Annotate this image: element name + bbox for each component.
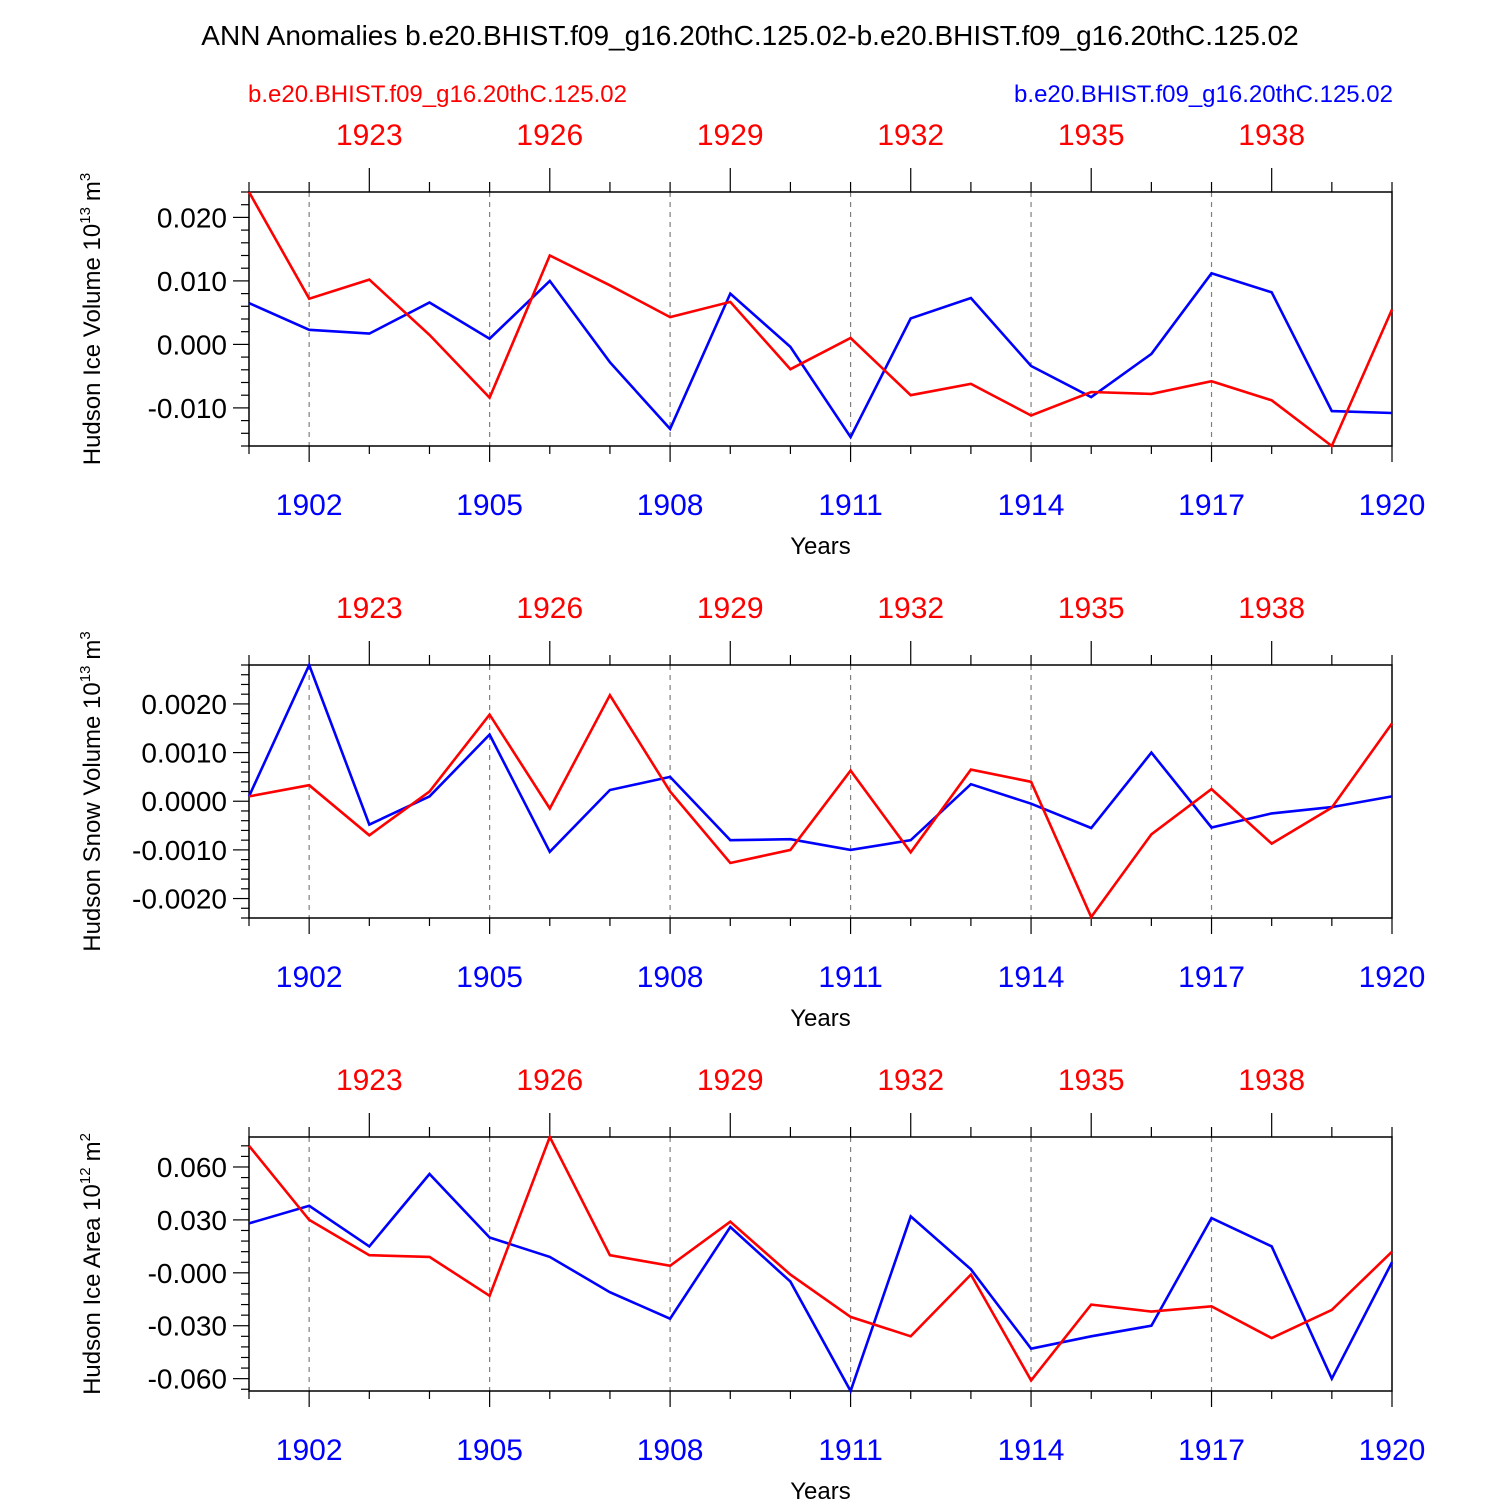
y-axis-label: Hudson Ice Area 1012 m2	[77, 1133, 106, 1395]
top-tick-label: 1923	[336, 1064, 403, 1097]
top-tick-label: 1926	[516, 1064, 583, 1097]
top-tick-label: 1929	[697, 1064, 764, 1097]
y-label-unit-tail-exp: 2	[77, 1133, 94, 1141]
y-label-unit-exp: 13	[77, 666, 94, 683]
x-tick-label: 1908	[637, 1434, 704, 1467]
top-tick-label: 1923	[336, 592, 403, 625]
y-label-unit-tail: m	[79, 1141, 106, 1161]
x-tick-label: 1920	[1359, 1434, 1426, 1467]
y-axis-label: Hudson Snow Volume 1013 m3	[77, 631, 106, 952]
y-tick-label: -0.0020	[132, 884, 227, 915]
x-tick-label: 1905	[456, 961, 523, 994]
y-label-name: Hudson Ice Area	[79, 1211, 106, 1395]
series-line-blue	[248, 271, 1393, 440]
series-line-blue	[248, 1172, 1394, 1395]
y-tick-label: 0.060	[157, 1152, 227, 1183]
x-tick-label: 1917	[1178, 961, 1245, 994]
legend-right-case: b.e20.BHIST.f09_g16.20thC.125.02	[1014, 81, 1393, 108]
series-line-red	[247, 1133, 1393, 1383]
legend-left-case: b.e20.BHIST.f09_g16.20thC.125.02	[248, 81, 627, 108]
panel-2: 1902 1905 1908 1911 1914 1917 1920 1923 1926 1929…	[77, 592, 1425, 1032]
top-tick-label: 1932	[877, 119, 944, 152]
x-tick-label: 1914	[998, 961, 1065, 994]
top-tick-label: 1938	[1238, 1064, 1305, 1097]
y-label-unit-base: 10	[79, 224, 106, 251]
y-label-unit-exp: 13	[77, 207, 94, 224]
top-tick-label: 1932	[877, 1064, 944, 1097]
x-tick-label: 1911	[818, 489, 883, 522]
top-tick-label: 1935	[1058, 1064, 1125, 1097]
y-tick-label: 0.030	[157, 1205, 227, 1236]
y-tick-label: 0.000	[157, 329, 227, 360]
x-axis-label: Years	[790, 533, 851, 560]
top-tick-label: 1938	[1238, 592, 1305, 625]
y-tick-label: -0.060	[148, 1364, 227, 1395]
x-tick-label: 1914	[998, 489, 1065, 522]
y-label-unit-base: 10	[79, 682, 106, 709]
x-tick-label: 1905	[456, 489, 523, 522]
top-tick-label: 1935	[1058, 592, 1125, 625]
top-tick-label: 1926	[516, 592, 583, 625]
x-tick-label: 1908	[637, 489, 704, 522]
x-tick-label: 1914	[998, 1434, 1065, 1467]
x-tick-label: 1920	[1359, 489, 1426, 522]
top-tick-label: 1935	[1058, 119, 1125, 152]
x-tick-label: 1902	[276, 1434, 343, 1467]
x-tick-label: 1920	[1359, 961, 1426, 994]
top-tick-label: 1932	[877, 592, 944, 625]
x-tick-label: 1905	[456, 1434, 523, 1467]
y-label-unit-tail: m	[79, 181, 106, 201]
x-tick-label: 1911	[818, 1434, 883, 1467]
x-axis-label: Years	[790, 1005, 851, 1032]
y-label-unit-tail: m	[79, 640, 106, 660]
x-tick-label: 1908	[637, 961, 704, 994]
y-label-unit-tail-exp: 3	[77, 631, 94, 639]
y-tick-label: -0.030	[148, 1311, 227, 1342]
y-tick-label: 0.020	[157, 202, 227, 233]
x-tick-label: 1902	[276, 489, 343, 522]
y-label-name: Hudson Ice Volume	[79, 250, 106, 465]
series-line-red	[248, 692, 1394, 920]
series-line-blue	[247, 661, 1393, 855]
top-tick-label: 1929	[697, 119, 764, 152]
y-tick-label: -0.0010	[132, 835, 227, 866]
y-label-unit-tail-exp: 3	[77, 173, 94, 181]
y-tick-label: 0.0010	[141, 738, 227, 769]
panel-3: 1902 1905 1908 1911 1914 1917 1920 1923 1926 1929…	[77, 1064, 1425, 1500]
top-tick-label: 1926	[516, 119, 583, 152]
x-tick-label: 1917	[1178, 489, 1245, 522]
y-label-name: Hudson Snow Volume	[79, 709, 106, 952]
y-tick-label: 0.0000	[141, 786, 227, 817]
y-tick-label: 0.010	[157, 266, 227, 297]
y-tick-label: -0.000	[148, 1258, 227, 1289]
y-tick-label: 0.0020	[141, 689, 227, 720]
top-tick-label: 1929	[697, 592, 764, 625]
y-label-unit-base: 10	[79, 1184, 106, 1211]
figure-title: ANN Anomalies b.e20.BHIST.f09_g16.20thC.…	[201, 20, 1298, 51]
y-tick-label: -0.010	[148, 393, 227, 424]
series-line-red	[247, 191, 1394, 449]
top-tick-label: 1923	[336, 119, 403, 152]
y-axis-label: Hudson Ice Volume 1013 m3	[77, 173, 106, 466]
x-tick-label: 1911	[818, 961, 883, 994]
y-label-unit-exp: 12	[77, 1167, 94, 1184]
x-tick-label: 1917	[1178, 1434, 1245, 1467]
x-tick-label: 1902	[276, 961, 343, 994]
panel-1: 1902 1905 1908 1911 1914 1917 1920 1923 1926 1929…	[77, 119, 1425, 560]
top-tick-label: 1938	[1238, 119, 1305, 152]
x-axis-label: Years	[790, 1478, 851, 1500]
